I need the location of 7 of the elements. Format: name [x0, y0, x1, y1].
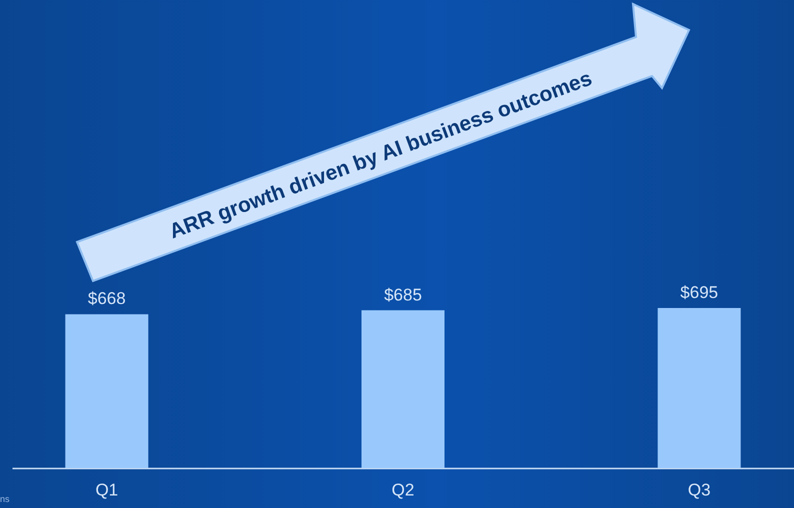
data-label: $668 — [88, 289, 126, 308]
x-tick-label: Q1 — [95, 480, 118, 500]
data-label: $685 — [384, 285, 422, 304]
x-tick-label: Q3 — [688, 480, 711, 500]
text: ns — [0, 494, 10, 504]
data-label: $695 — [680, 283, 718, 302]
x-tick-label: Q2 — [392, 480, 414, 500]
